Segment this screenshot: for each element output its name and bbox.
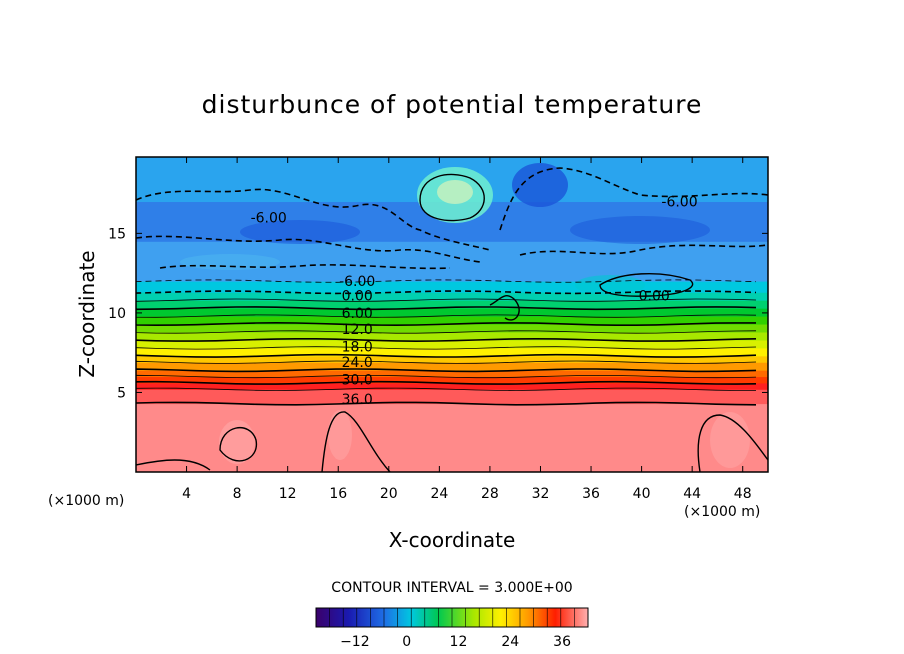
x-unit-left: (×1000 m) <box>48 493 124 509</box>
colorbar-tick-label: 12 <box>450 634 468 650</box>
x-tick-label: 48 <box>734 486 752 502</box>
contour-line-0 <box>136 401 757 406</box>
contour-label-6: 12.0 <box>342 322 373 338</box>
contour-line-11 <box>136 314 757 318</box>
field-band-11 <box>136 316 768 325</box>
colorbar-tick-label: 0 <box>402 634 411 650</box>
chart-title: disturbunce of potential temperature <box>202 90 703 119</box>
field-band-13 <box>136 300 768 309</box>
colorbar-tick-label: 36 <box>553 634 571 650</box>
contour-label-9: 30.0 <box>342 373 373 389</box>
contour-label-8: 24.0 <box>342 355 373 371</box>
contour-line-13 <box>136 298 757 302</box>
contour-line-7 <box>136 346 757 350</box>
x-tick-label: 20 <box>380 486 398 502</box>
contour-line-10 <box>136 321 756 327</box>
field-band-3 <box>136 376 768 384</box>
contour-line-4 <box>136 368 757 373</box>
contour-label-7: 18.0 <box>342 339 373 355</box>
x-tick-label: 44 <box>683 486 701 502</box>
x-tick-label: 28 <box>481 486 499 502</box>
plot-area: -6.00-6.00-6.000.00 0.006.0012.018.024.03… <box>136 157 768 472</box>
y-axis: 5 10 15 <box>108 226 768 401</box>
y-tick-label: 10 <box>108 306 126 322</box>
x-tick-label: 16 <box>329 486 347 502</box>
contour-line-1 <box>136 387 757 391</box>
contour-line-5 <box>136 360 757 364</box>
field-band-4 <box>136 370 768 378</box>
field-band-8 <box>136 339 768 349</box>
x-tick-label: 32 <box>532 486 550 502</box>
y-axis-label: Z-coordinate <box>75 250 99 377</box>
contour-lines-upper <box>136 167 768 270</box>
y-tick-label: 15 <box>108 226 126 242</box>
x-tick-label: 24 <box>430 486 448 502</box>
field-band-7 <box>136 347 768 357</box>
x-unit-right: (×1000 m) <box>684 504 760 520</box>
field-band-2 <box>136 382 768 390</box>
x-axis-label: X-coordinate <box>389 528 516 552</box>
colorbar-tick-label: −12 <box>340 634 370 650</box>
colorbar: −12 0 12 24 36 <box>315 607 589 650</box>
field-band-14 <box>136 292 768 301</box>
contour-line-3 <box>136 374 757 379</box>
y-tick-label: 5 <box>117 385 126 401</box>
field-band-1 <box>136 389 768 405</box>
field-band-15 <box>136 281 768 293</box>
contour-interval-text: CONTOUR INTERVAL = 3.000E+00 <box>331 580 572 596</box>
contour-line-9 <box>136 330 757 334</box>
colorbar-tick-label: 24 <box>501 634 519 650</box>
contour-label-1: -6.00 <box>661 195 697 211</box>
x-tick-label: 36 <box>582 486 600 502</box>
contour-line-12 <box>136 306 757 311</box>
field-band-10 <box>136 324 768 333</box>
plot-frame <box>135 156 769 473</box>
contour-label-5: 6.00 <box>342 306 373 322</box>
field-band-12 <box>136 308 768 317</box>
contour-label-10: 36.0 <box>342 392 373 408</box>
contour-line-15 <box>136 279 757 283</box>
x-tick-label: 40 <box>633 486 651 502</box>
x-tick-label: 8 <box>233 486 242 502</box>
contour-line-14 <box>136 290 757 295</box>
field-patches <box>180 163 750 468</box>
field-band-5 <box>136 362 768 371</box>
contour-line-6 <box>136 353 757 358</box>
field-band-6 <box>136 355 768 363</box>
field-band-9 <box>136 332 768 341</box>
contour-lines-solid <box>136 173 768 472</box>
contour-line-8 <box>136 337 757 343</box>
contour-label-3: 0.00 <box>342 288 373 304</box>
contour-line-2 <box>136 380 757 385</box>
x-axis: 4 8 12 16 20 24 28 32 36 40 44 48 <box>182 157 752 502</box>
contour-label-2: -6.00 <box>339 274 375 290</box>
x-tick-label: 12 <box>279 486 297 502</box>
contour-label-4: 0.00 <box>639 288 670 304</box>
x-tick-label: 4 <box>182 486 191 502</box>
contour-label-0: -6.00 <box>251 210 287 226</box>
